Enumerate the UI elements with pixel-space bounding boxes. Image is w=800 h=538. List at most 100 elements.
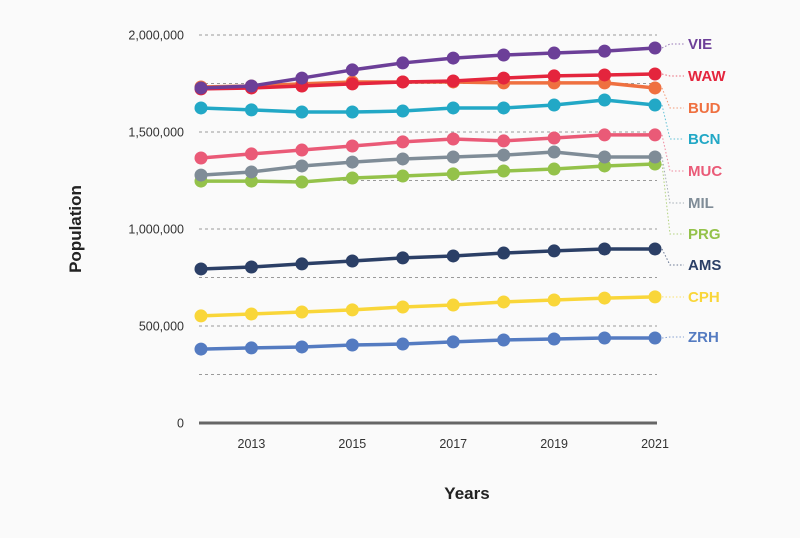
data-point <box>497 71 511 85</box>
data-point <box>345 155 359 169</box>
series-line <box>200 336 655 351</box>
data-point <box>497 295 511 309</box>
data-point <box>396 152 410 166</box>
series-line <box>200 150 655 177</box>
data-point <box>547 46 561 60</box>
x-tick-label: 2015 <box>338 437 366 451</box>
series-group <box>194 41 662 356</box>
data-point <box>345 254 359 268</box>
data-point <box>345 171 359 185</box>
series-line <box>200 295 656 318</box>
series-label: VIE <box>688 36 712 53</box>
series-line <box>201 162 656 184</box>
data-point <box>396 75 410 89</box>
data-point <box>446 298 460 312</box>
label-leader-line <box>661 336 684 339</box>
data-point <box>648 81 662 95</box>
data-point <box>194 151 208 165</box>
data-point <box>446 101 460 115</box>
data-point <box>547 69 561 83</box>
data-point <box>244 174 258 188</box>
data-point <box>396 300 410 314</box>
data-point <box>598 242 612 256</box>
label-leader-line <box>661 43 684 49</box>
y-tick-label: 1,500,000 <box>128 126 184 140</box>
x-tick-label: 2019 <box>540 437 568 451</box>
data-point <box>244 307 258 321</box>
label-leader-line <box>661 248 684 266</box>
data-point <box>598 159 612 173</box>
data-point <box>194 168 208 182</box>
series-label: ZRH <box>688 329 719 346</box>
series-line <box>200 247 655 271</box>
data-point <box>547 145 561 159</box>
data-point <box>648 67 662 81</box>
data-point <box>194 342 208 356</box>
data-point <box>497 246 511 260</box>
data-point <box>446 167 460 181</box>
series-mil <box>194 145 662 182</box>
data-point <box>446 335 460 349</box>
data-point <box>396 337 410 351</box>
label-leader-line <box>661 104 684 140</box>
data-point <box>497 333 511 347</box>
y-tick-label: 1,000,000 <box>128 223 184 237</box>
series-label: AMS <box>688 257 721 274</box>
data-point <box>295 143 309 157</box>
y-tick-label: 2,000,000 <box>128 29 184 43</box>
data-point <box>345 303 359 317</box>
data-point <box>345 77 359 91</box>
data-point <box>295 159 309 173</box>
data-point <box>547 244 561 258</box>
series-line <box>200 133 655 160</box>
series-label: MIL <box>688 195 714 212</box>
series-zrh <box>194 331 662 356</box>
data-point <box>244 79 258 93</box>
series-line <box>200 46 656 90</box>
x-axis-ticks: 2013 2015 2017 2019 2021 <box>238 437 669 451</box>
label-leader-line <box>661 156 684 204</box>
data-point <box>497 101 511 115</box>
data-point <box>345 63 359 77</box>
data-point <box>497 134 511 148</box>
x-tick-label: 2017 <box>439 437 467 451</box>
series-label: BCN <box>688 131 721 148</box>
data-point <box>194 81 208 95</box>
data-point <box>598 291 612 305</box>
data-point <box>648 128 662 142</box>
series-bcn <box>194 93 662 119</box>
data-point <box>194 309 208 323</box>
label-leaders <box>661 43 684 339</box>
data-point <box>547 162 561 176</box>
x-tick-label: 2021 <box>641 437 669 451</box>
data-point <box>598 150 612 164</box>
data-point <box>598 44 612 58</box>
data-point <box>598 331 612 345</box>
series-line <box>200 98 656 114</box>
data-point <box>295 340 309 354</box>
data-point <box>396 169 410 183</box>
data-point <box>345 338 359 352</box>
data-point <box>244 165 258 179</box>
y-axis-title: Population <box>66 185 85 273</box>
data-point <box>497 148 511 162</box>
series-label: MUC <box>688 163 722 180</box>
data-point <box>648 150 662 164</box>
label-leader-line <box>661 73 684 77</box>
data-point <box>295 175 309 189</box>
data-point <box>598 68 612 82</box>
series-label: WAW <box>688 68 726 85</box>
data-point <box>598 128 612 142</box>
series-labels: VIE WAW BUD BCN MUC MIL PRG AMS CPH ZRH <box>688 36 726 346</box>
data-point <box>194 101 208 115</box>
label-leader-line <box>661 163 684 235</box>
x-tick-label: 2013 <box>238 437 266 451</box>
data-point <box>598 93 612 107</box>
data-point <box>295 105 309 119</box>
data-point <box>345 105 359 119</box>
data-point <box>396 135 410 149</box>
series-prg <box>194 157 662 189</box>
data-point <box>295 305 309 319</box>
data-point <box>547 293 561 307</box>
